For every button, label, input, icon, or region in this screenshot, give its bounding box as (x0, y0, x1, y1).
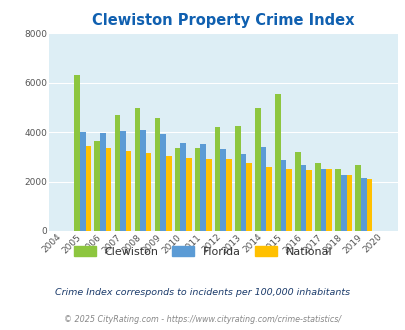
Bar (100, 133, 105, 231)
Bar (240, 154, 245, 231)
Bar (354, 165, 360, 231)
Bar (145, 153, 151, 231)
Bar (335, 169, 340, 231)
Title: Clewiston Property Crime Index: Clewiston Property Crime Index (92, 13, 354, 28)
Bar (254, 109, 260, 231)
Bar (154, 118, 160, 231)
Bar (300, 165, 306, 231)
Bar (105, 148, 111, 231)
Bar (286, 169, 291, 231)
Bar (185, 158, 191, 231)
Bar (320, 169, 326, 231)
Bar (226, 159, 231, 231)
Bar (306, 170, 311, 231)
Bar (360, 178, 366, 231)
Bar (275, 94, 280, 231)
Bar (366, 179, 371, 231)
Bar (80, 132, 85, 231)
Bar (85, 146, 91, 231)
Bar (205, 159, 211, 231)
Bar (245, 163, 251, 231)
Bar (140, 130, 145, 231)
Bar (326, 169, 331, 231)
Bar (114, 115, 120, 231)
Bar (160, 135, 166, 231)
Bar (266, 167, 271, 231)
Bar (234, 126, 240, 231)
Bar (260, 147, 266, 231)
Bar (294, 152, 300, 231)
Bar (214, 127, 220, 231)
Bar (120, 131, 126, 231)
Bar (345, 175, 351, 231)
Bar (74, 75, 80, 231)
Bar (340, 175, 345, 231)
Bar (166, 155, 171, 231)
Bar (280, 160, 286, 231)
Bar (94, 141, 100, 231)
Text: © 2025 CityRating.com - https://www.cityrating.com/crime-statistics/: © 2025 CityRating.com - https://www.city… (64, 315, 341, 324)
Bar (194, 148, 200, 231)
Legend: Clewiston, Florida, National: Clewiston, Florida, National (70, 242, 335, 260)
Bar (220, 149, 226, 231)
Bar (314, 163, 320, 231)
Bar (180, 143, 185, 231)
Bar (126, 150, 131, 231)
Bar (174, 148, 180, 231)
Bar (134, 109, 140, 231)
Bar (200, 145, 205, 231)
Text: Crime Index corresponds to incidents per 100,000 inhabitants: Crime Index corresponds to incidents per… (55, 288, 350, 297)
